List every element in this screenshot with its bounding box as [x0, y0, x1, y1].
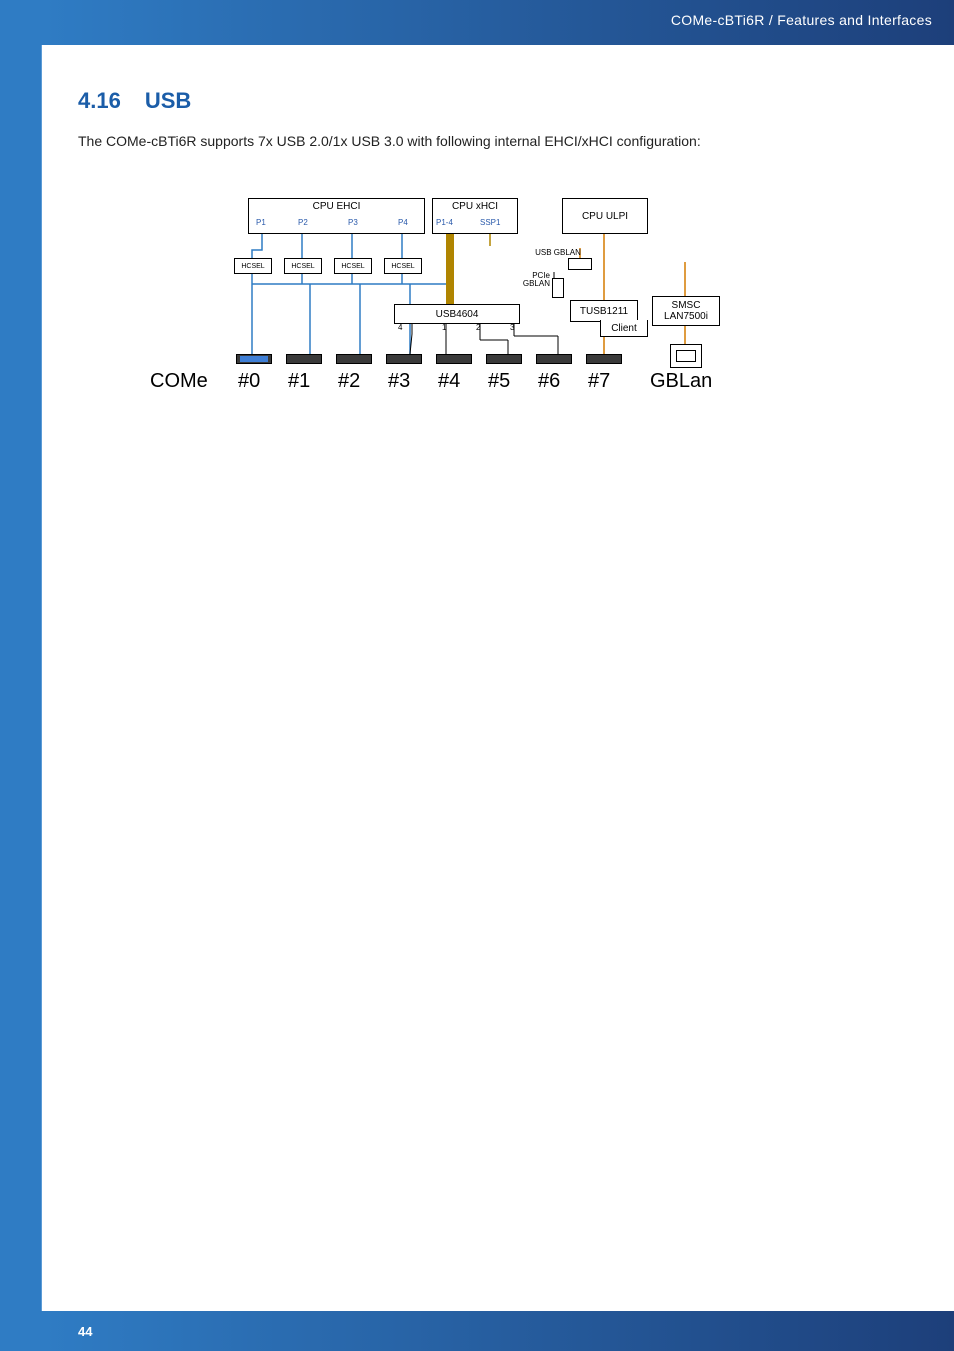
ehci-p3: P3 [348, 218, 358, 227]
header-left [0, 0, 42, 45]
port-label-0: #0 [238, 370, 260, 393]
usb4604-p1: 1 [442, 323, 446, 332]
tusb1211-client: Client [600, 320, 648, 337]
port-label-4: #4 [438, 370, 460, 393]
footer-sidebar [0, 1311, 42, 1351]
footer-bar [42, 1311, 954, 1351]
usb4604-p3: 3 [510, 323, 514, 332]
port-5 [486, 354, 522, 364]
port-label-7: #7 [588, 370, 610, 393]
port-3 [386, 354, 422, 364]
ehci-p2: P2 [298, 218, 308, 227]
section-body: The COMe-cBTi6R supports 7x USB 2.0/1x U… [78, 132, 894, 152]
usb-gblan-box [568, 258, 592, 270]
usb4604-p4: 4 [398, 323, 402, 332]
hcsel-2: HCSEL [334, 258, 372, 274]
port-0 [236, 354, 272, 364]
block-cpu-xhci: CPU xHCI [432, 198, 518, 234]
hcsel-1: HCSEL [284, 258, 322, 274]
block-cpu-ulpi: CPU ULPI [562, 198, 648, 234]
usb-block-diagram: CPU EHCI P1 P2 P3 P4 CPU xHCI P1-4 SSP1 … [150, 192, 770, 402]
section-heading: 4.16 USB [78, 88, 894, 114]
port-4 [436, 354, 472, 364]
xhci-p14: P1-4 [436, 218, 453, 227]
usb-gblan-label: USB GBLAN [528, 248, 588, 257]
sidebar-strip [0, 0, 42, 1351]
pcie-gblan-box [552, 278, 564, 298]
sidebar-divider [41, 0, 42, 1351]
block-tusb1211: TUSB1211 [570, 300, 638, 322]
hcsel-3: HCSEL [384, 258, 422, 274]
section-title: USB [145, 88, 191, 113]
port-label-1: #1 [288, 370, 310, 393]
port-label-2: #2 [338, 370, 360, 393]
block-label: CPU xHCI [433, 201, 517, 212]
port-7 [586, 354, 622, 364]
ehci-p4: P4 [398, 218, 408, 227]
block-label: CPU EHCI [249, 201, 424, 212]
port-label-6: #6 [538, 370, 560, 393]
port-6 [536, 354, 572, 364]
pcie-gblan-label: PCIeGBLAN [514, 272, 550, 288]
block-usb4604: USB4604 [394, 304, 520, 324]
gblan-label: GBLan [650, 370, 712, 393]
usb4604-p2: 2 [476, 323, 480, 332]
come-label: COMe [150, 370, 208, 393]
hcsel-0: HCSEL [234, 258, 272, 274]
block-lan7500i: SMSCLAN7500i [652, 296, 720, 326]
block-label: CPU ULPI [582, 211, 628, 222]
port-2 [336, 354, 372, 364]
port-1 [286, 354, 322, 364]
breadcrumb: COMe-cBTi6R / Features and Interfaces [671, 12, 932, 28]
port-label-5: #5 [488, 370, 510, 393]
xhci-ssp1: SSP1 [480, 218, 500, 227]
ehci-p1: P1 [256, 218, 266, 227]
port-label-3: #3 [388, 370, 410, 393]
content-area: 4.16 USB The COMe-cBTi6R supports 7x USB … [78, 88, 894, 152]
gblan-port [670, 344, 702, 368]
section-number: 4.16 [78, 88, 121, 113]
block-cpu-ehci: CPU EHCI [248, 198, 425, 234]
page-number: 44 [78, 1324, 92, 1339]
